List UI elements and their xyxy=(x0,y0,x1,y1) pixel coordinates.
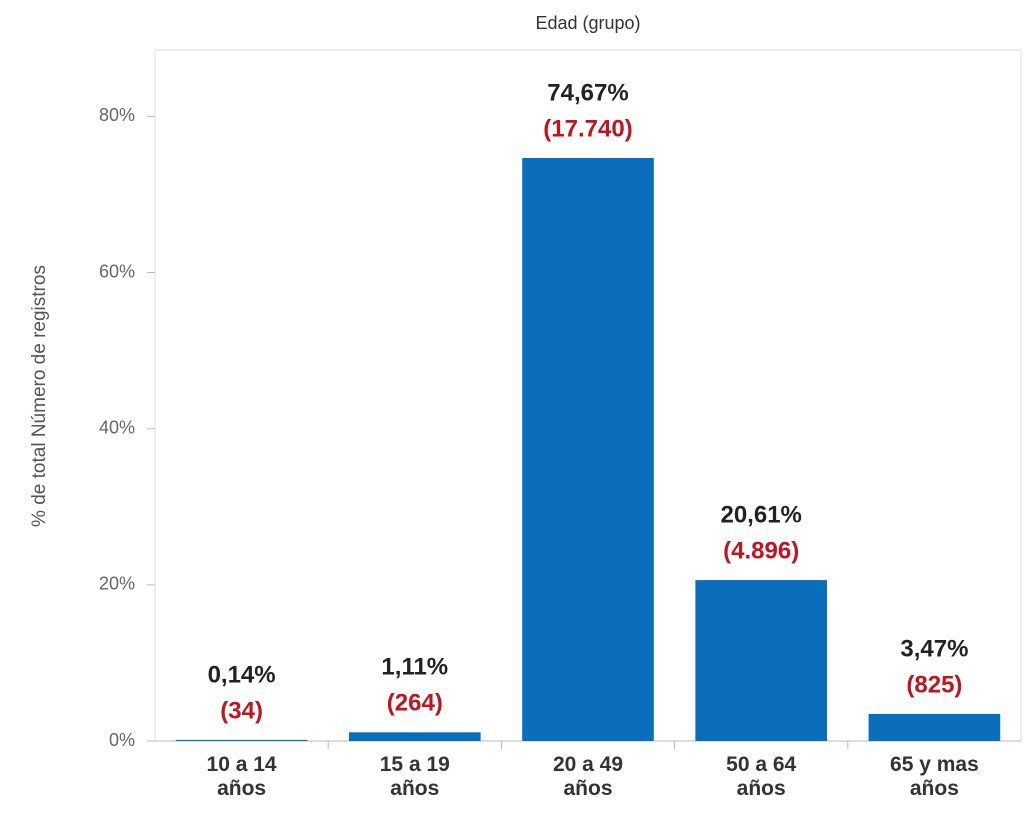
x-tick-label: 15 a 19 años xyxy=(379,753,450,800)
y-axis-label: % de total Número de registros xyxy=(29,265,50,527)
count-label: (4.896) xyxy=(723,537,799,564)
x-tick-label: 10 a 14 años xyxy=(206,753,277,800)
x-tick-label: 65 y mas años xyxy=(890,753,979,800)
bar xyxy=(522,157,654,741)
value-label: 1,11% xyxy=(381,654,448,681)
value-label: 0,14% xyxy=(208,661,276,688)
y-tick-label: 40% xyxy=(99,417,135,437)
y-tick-label: 60% xyxy=(99,261,135,281)
bar xyxy=(868,713,1001,741)
bar xyxy=(695,580,828,741)
count-label: (17.740) xyxy=(543,115,632,142)
chart-title: Edad (grupo) xyxy=(535,13,640,33)
bar xyxy=(175,739,308,741)
value-label: 20,61% xyxy=(720,501,801,528)
x-tick-label: 50 a 64 años xyxy=(726,753,797,800)
bar xyxy=(348,732,481,741)
count-label: (34) xyxy=(220,697,263,724)
y-tick-label: 80% xyxy=(99,105,135,125)
x-tick-label: 20 a 49 años xyxy=(552,753,624,800)
y-tick-label: 0% xyxy=(109,730,135,750)
value-label: 74,67% xyxy=(547,79,628,106)
y-tick-label: 20% xyxy=(99,574,135,594)
count-label: (825) xyxy=(906,671,962,698)
value-label: 3,47% xyxy=(900,635,968,662)
count-label: (264) xyxy=(387,690,443,717)
